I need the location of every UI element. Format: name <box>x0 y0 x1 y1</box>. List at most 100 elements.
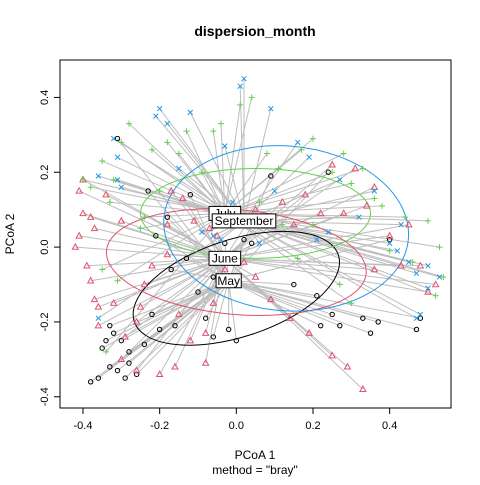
centroid-label-group: MayJuneJulySeptember <box>208 205 277 289</box>
point-may <box>183 255 190 262</box>
point-may <box>360 315 366 321</box>
point-june <box>132 317 141 325</box>
point-may <box>317 322 324 329</box>
point-july <box>256 199 263 206</box>
point-june <box>213 231 222 239</box>
point-july <box>141 214 148 221</box>
point-may <box>187 192 194 198</box>
point-july <box>379 202 385 209</box>
spoke-line-july <box>101 160 226 214</box>
spoke-line-july <box>224 205 383 214</box>
point-june <box>90 295 99 303</box>
y-tick-label: 0.4 <box>39 90 51 105</box>
point-may <box>153 233 159 239</box>
spoke-line-september <box>155 115 245 222</box>
point-july <box>298 146 305 153</box>
point-july <box>110 176 117 183</box>
spoke-line-june <box>136 257 226 323</box>
spoke-line-september <box>243 108 272 222</box>
spoke-line-september <box>166 123 245 222</box>
point-september <box>114 154 121 161</box>
point-may <box>110 330 117 336</box>
point-may <box>329 311 335 318</box>
spoke-line-july <box>151 149 226 214</box>
spoke-line-june <box>224 257 402 267</box>
point-june <box>117 355 126 363</box>
point-may <box>375 319 381 325</box>
point-september <box>153 113 159 119</box>
spoke-line-july <box>224 182 352 214</box>
point-june <box>174 310 183 318</box>
point-september <box>114 176 121 183</box>
spoke-line-june <box>224 257 429 293</box>
spoke-line-july <box>224 171 333 214</box>
point-july <box>126 120 132 127</box>
point-may <box>126 349 132 355</box>
point-september <box>271 188 278 194</box>
point-may <box>107 322 113 329</box>
point-september <box>436 274 443 280</box>
point-june <box>328 160 337 168</box>
y-tick-label: -0.2 <box>39 312 51 331</box>
point-september <box>406 259 412 265</box>
point-july <box>279 221 286 228</box>
point-june <box>148 261 156 269</box>
chart-title: dispersion_month <box>194 23 315 39</box>
point-may <box>114 135 121 142</box>
spoke-line-july <box>220 123 226 214</box>
point-may <box>122 375 128 381</box>
spoke-line-may <box>228 280 341 327</box>
spoke-line-june <box>120 257 226 360</box>
spoke-line-july <box>109 201 225 214</box>
point-june <box>90 224 99 232</box>
point-may <box>114 367 121 374</box>
spoke-line-june <box>121 220 226 259</box>
x-tick-label: -0.2 <box>150 420 169 432</box>
spoke-line-july <box>224 104 241 214</box>
point-september <box>156 105 163 112</box>
point-may <box>386 236 393 243</box>
point-july <box>80 176 86 183</box>
point-september <box>187 109 194 116</box>
spoke-line-may <box>136 280 230 375</box>
spoke-line-june <box>124 257 226 338</box>
point-june <box>240 257 248 265</box>
point-group <box>71 75 447 392</box>
point-september <box>237 83 243 89</box>
point-june <box>370 182 379 190</box>
spoke-line-june <box>205 258 226 334</box>
point-june <box>362 201 371 209</box>
point-june <box>79 209 87 217</box>
point-june <box>109 298 118 306</box>
spoke-line-june <box>140 257 226 308</box>
point-july <box>275 165 282 172</box>
spoke-line-september <box>243 142 299 222</box>
point-july <box>106 199 113 206</box>
centroid-label-box-september <box>211 213 277 229</box>
point-july <box>348 300 355 307</box>
point-may <box>268 173 274 179</box>
point-may <box>222 240 228 247</box>
point-september <box>425 263 431 269</box>
point-july <box>425 217 431 224</box>
point-may <box>367 330 374 336</box>
spoke-line-july <box>117 212 226 282</box>
point-may <box>156 326 163 333</box>
x-tick-label: 0.2 <box>305 420 320 432</box>
point-may <box>314 293 320 299</box>
point-september <box>371 188 378 194</box>
centroid-label-september: September <box>215 214 274 228</box>
spoke-line-july <box>212 131 226 214</box>
point-june <box>209 298 218 306</box>
point-september <box>314 236 320 243</box>
spoke-line-june <box>224 257 436 286</box>
spoke-line-may <box>228 280 371 334</box>
point-june <box>266 295 275 303</box>
point-may <box>133 371 140 378</box>
spoke-line-may <box>228 280 333 315</box>
centroid-label-box-june <box>208 250 242 266</box>
point-july <box>329 169 336 176</box>
